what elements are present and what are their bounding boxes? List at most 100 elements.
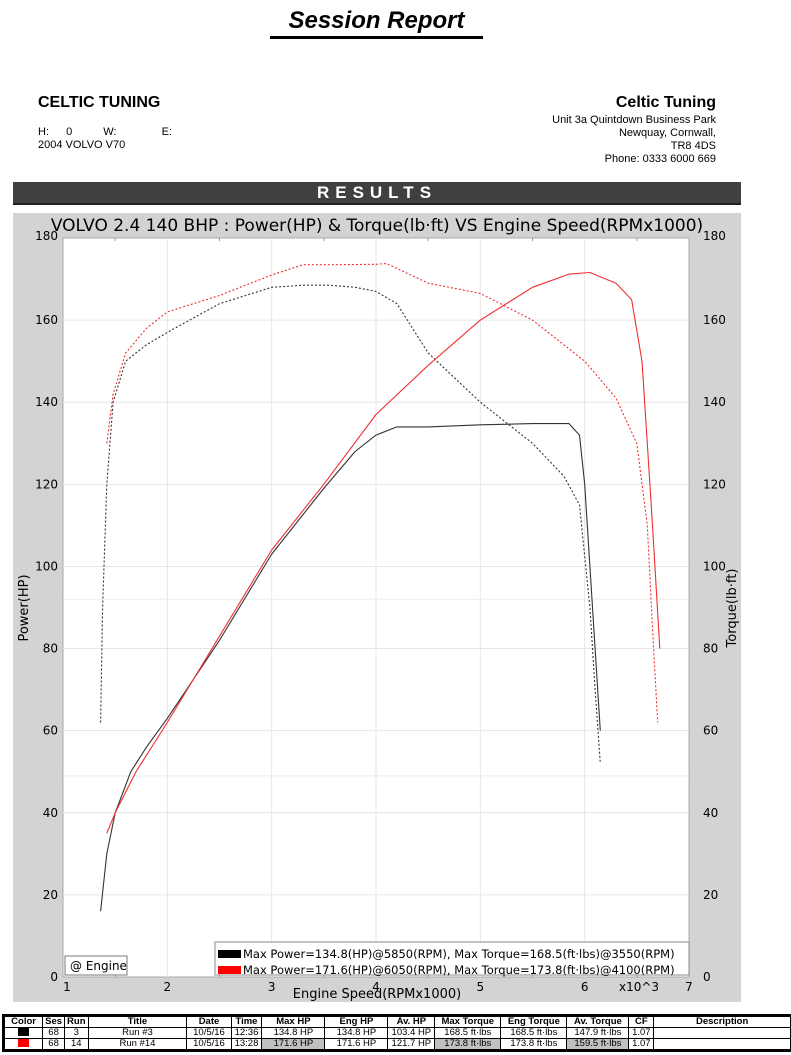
- chart-canvas: VOLVO 2.4 140 BHP : Power(HP) & Torque(l…: [17, 216, 740, 1002]
- table-header-row: Color Ses Run Title Date Time Max HP Eng HP Av. …: [3, 1016, 791, 1028]
- cell-cf: 1.07: [628, 1038, 655, 1050]
- y-tick-label: 180: [35, 229, 58, 243]
- column-header: Description: [653, 1016, 791, 1028]
- y2-tick-label: 60: [703, 724, 718, 738]
- e-field: E:: [161, 126, 172, 138]
- cell-cf: 1.07: [628, 1027, 655, 1039]
- y2-tick-label: 160: [703, 313, 726, 327]
- cell-run: 3: [64, 1027, 89, 1039]
- column-header: Max Torque: [434, 1016, 502, 1028]
- grid-lines: [63, 238, 689, 977]
- height-field: H: 0: [38, 126, 73, 138]
- company-info: Celtic Tuning Unit 3a Quintdown Business…: [552, 94, 716, 166]
- column-header: Eng Torque: [500, 1016, 568, 1028]
- legend-entry: Max Power=134.8(HP)@5850(RPM), Max Torqu…: [243, 947, 675, 961]
- column-header: CF: [628, 1016, 655, 1028]
- table-row[interactable]: 68 14 Run #14 10/5/16 13:28 171.6 HP 171.6 HP 1…: [3, 1038, 791, 1050]
- power-curve: [100, 423, 601, 912]
- data-series: [100, 262, 661, 912]
- cell-date: 10/5/16: [186, 1038, 232, 1050]
- x-tick-label: 5: [477, 980, 485, 994]
- company-name: Celtic Tuning: [615, 94, 716, 111]
- cell-eng-hp: 134.8 HP: [324, 1027, 389, 1039]
- y2-tick-label: 100: [703, 559, 726, 573]
- cell-color: [3, 1038, 44, 1050]
- customer-name: CELTIC TUNING: [38, 94, 161, 111]
- y2-tick-label: 180: [703, 229, 726, 243]
- x-tick-label: 3: [268, 980, 276, 994]
- x-tick-label: 4: [372, 980, 380, 994]
- page-title: Session Report: [270, 6, 483, 39]
- column-header: Av. HP: [387, 1016, 436, 1028]
- y-tick-label: 120: [35, 477, 58, 491]
- cell-eng-torque: 173.8 ft·lbs: [500, 1038, 568, 1050]
- customer-info: CELTIC TUNING H: 0 W: E: 2004 VOLVO V70: [38, 94, 214, 152]
- y-axis-label: Power(HP): [17, 574, 32, 641]
- column-header: Eng HP: [324, 1016, 389, 1028]
- runs-table: Color Ses Run Title Date Time Max HP Eng HP Av. …: [2, 1014, 791, 1052]
- vehicle-name: 2004 VOLVO V70: [38, 139, 126, 151]
- y-tick-label: 20: [43, 888, 58, 902]
- y2-axis-label: Torque(lb·ft): [725, 569, 740, 649]
- cell-ses: 68: [42, 1038, 66, 1050]
- svg-text:@ Engine: @ Engine: [70, 959, 127, 973]
- column-header: Run: [64, 1016, 89, 1028]
- table-body: 68 3 Run #3 10/5/16 12:36 134.8 HP 134.8 HP 103…: [3, 1027, 791, 1050]
- cell-title: Run #14: [87, 1038, 188, 1050]
- cell-description: [653, 1038, 791, 1050]
- y-tick-label: 40: [43, 806, 58, 820]
- cell-eng-torque: 168.5 ft·lbs: [500, 1027, 568, 1039]
- y-tick-label: 80: [43, 642, 58, 656]
- y2-tick-label: 80: [703, 642, 718, 656]
- table-row[interactable]: 68 3 Run #3 10/5/16 12:36 134.8 HP 134.8 HP 103…: [3, 1027, 791, 1039]
- legend-entry: Max Power=171.6(HP)@6050(RPM), Max Torqu…: [243, 963, 675, 977]
- cell-description: [653, 1027, 791, 1039]
- legend-swatch: [218, 966, 241, 974]
- cell-eng-hp: 171.6 HP: [324, 1038, 389, 1050]
- cell-av-hp: 103.4 HP: [387, 1027, 436, 1039]
- x-tick-label: 6: [581, 980, 589, 994]
- y-tick-label: 0: [50, 970, 58, 984]
- column-header: Color: [3, 1016, 44, 1028]
- chart-legend: Max Power=134.8(HP)@5850(RPM), Max Torqu…: [214, 941, 690, 977]
- company-phone: Phone: 0333 6000 669: [604, 153, 716, 165]
- cell-time: 12:36: [230, 1027, 263, 1039]
- results-header: RESULTS: [13, 182, 741, 205]
- cell-time: 13:28: [230, 1038, 263, 1050]
- y2-tick-label: 0: [703, 970, 711, 984]
- x-tick-label: 7: [685, 980, 693, 994]
- cell-max-hp: 134.8 HP: [261, 1027, 326, 1039]
- cell-max-hp: 171.6 HP: [261, 1038, 326, 1050]
- cell-av-torque: 159.5 ft·lbs: [566, 1038, 630, 1050]
- company-address-1: Unit 3a Quintdown Business Park: [552, 114, 716, 126]
- x-tick-label: 1: [63, 980, 71, 994]
- column-header: Date: [186, 1016, 232, 1028]
- cell-color: [3, 1027, 44, 1039]
- engine-mode-label: @ Engine: [64, 955, 128, 976]
- cell-av-torque: 147.9 ft·lbs: [566, 1027, 630, 1039]
- column-header: Time: [230, 1016, 263, 1028]
- cell-max-torque: 168.5 ft·lbs: [434, 1027, 502, 1039]
- column-header: Max HP: [261, 1016, 326, 1028]
- y-tick-label: 60: [43, 724, 58, 738]
- torque-curve: [106, 262, 659, 723]
- cell-max-torque: 173.8 ft·lbs: [434, 1038, 502, 1050]
- company-address-2: Newquay, Cornwall,: [618, 127, 716, 139]
- y2-tick-label: 120: [703, 477, 726, 491]
- y-tick-label: 100: [35, 559, 58, 573]
- chart-title: VOLVO 2.4 140 BHP : Power(HP) & Torque(l…: [51, 216, 703, 236]
- width-field: W:: [103, 126, 117, 138]
- cell-title: Run #3: [87, 1027, 188, 1039]
- company-postcode: TR8 4DS: [670, 140, 716, 152]
- cell-av-hp: 121.7 HP: [387, 1038, 436, 1050]
- customer-dimensions: H: 0 W: E:: [38, 126, 214, 139]
- color-swatch: [18, 1039, 30, 1048]
- y2-tick-label: 140: [703, 395, 726, 409]
- cell-ses: 68: [42, 1027, 66, 1039]
- legend-swatch: [218, 950, 241, 958]
- y2-tick-label: 40: [703, 806, 718, 820]
- x-axis-multiplier: x10^3: [619, 980, 659, 994]
- y-tick-label: 160: [35, 313, 58, 327]
- y-tick-label: 140: [35, 395, 58, 409]
